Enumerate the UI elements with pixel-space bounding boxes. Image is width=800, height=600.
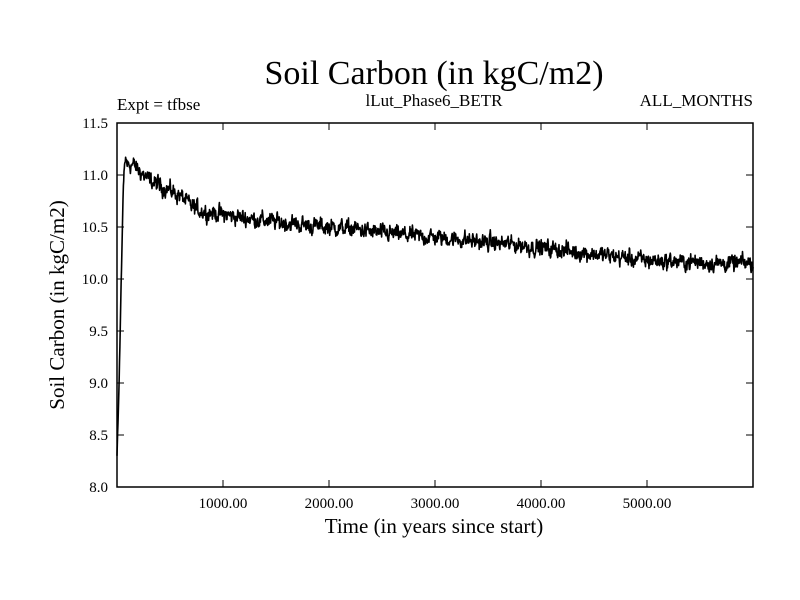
- chart-title: Soil Carbon (in kgC/m2): [264, 55, 603, 92]
- y-axis-label: Soil Carbon (in kgC/m2): [45, 200, 69, 409]
- run-name-label: lLut_Phase6_BETR: [366, 91, 504, 110]
- x-tick-label: 4000.00: [517, 496, 566, 512]
- y-tick-label: 10.0: [82, 272, 108, 288]
- y-tick-label: 11.5: [82, 116, 108, 132]
- x-tick-label: 1000.00: [199, 496, 248, 512]
- x-axis-label: Time (in years since start): [325, 514, 544, 538]
- y-tick-label: 9.5: [89, 324, 108, 340]
- y-tick-label: 8.0: [89, 480, 108, 496]
- series-layer: [116, 156, 754, 456]
- y-tick-label: 9.0: [89, 376, 108, 392]
- soil-carbon-line: [116, 156, 754, 456]
- months-label: ALL_MONTHS: [640, 91, 753, 110]
- x-tick-label: 2000.00: [305, 496, 354, 512]
- y-tick-label: 10.5: [82, 220, 108, 236]
- y-tick-label: 11.0: [82, 168, 108, 184]
- experiment-label: Expt = tfbse: [117, 95, 200, 114]
- plot-frame: [116, 122, 754, 488]
- x-tick-label: 3000.00: [411, 496, 460, 512]
- y-tick-label: 8.5: [89, 428, 108, 444]
- x-tick-label: 5000.00: [623, 496, 672, 512]
- ticks-layer: 8.0 8.5 9.0 9.5 10.0 10.5 11.0 11.5 1000.00 2000.…: [82, 116, 753, 512]
